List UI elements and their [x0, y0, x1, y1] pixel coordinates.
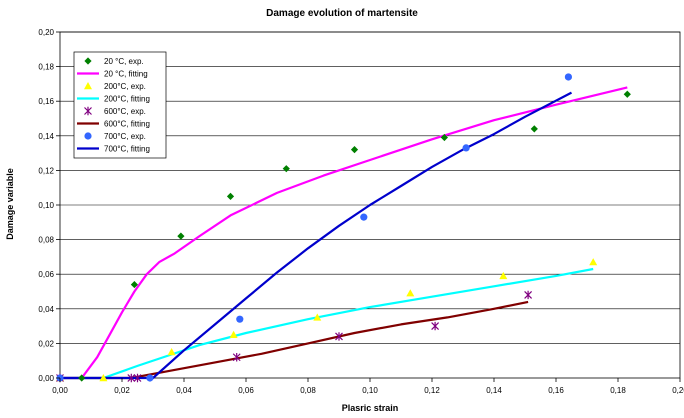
data-point [530, 125, 538, 133]
legend-entry: 700°C, exp. [104, 132, 146, 141]
data-point [431, 321, 440, 331]
x-tick-label: 0,14 [486, 386, 502, 395]
data-point [282, 165, 290, 173]
data-point [99, 374, 108, 382]
series-line [60, 91, 573, 380]
x-tick-label: 0,16 [548, 386, 564, 395]
legend-swatch [84, 57, 92, 65]
data-point [313, 313, 322, 321]
x-tick-label: 0,06 [238, 386, 254, 395]
data-point [335, 332, 343, 341]
legend-entry: 200°C, fitting [104, 95, 150, 104]
legend-swatch [84, 82, 92, 90]
series-line [60, 300, 529, 380]
data-point [236, 315, 244, 323]
legend-entry: 20 °C, fitting [104, 70, 148, 79]
y-tick-label: 0,10 [38, 201, 54, 210]
legend-entry: 600°C, exp. [104, 107, 146, 116]
data-point [350, 146, 359, 154]
y-tick-label: 0,20 [38, 28, 54, 37]
y-tick-label: 0,02 [38, 339, 54, 348]
y-axis-ticks: 0,00 0,02 0,04 0,06 0,08 0,10 0,12 0,14 0,16 0,18… [38, 28, 60, 383]
data-point [226, 192, 235, 200]
legend-swatch [84, 132, 92, 140]
legend-entry: 700°C, fitting [104, 145, 150, 154]
series-line [60, 267, 594, 380]
data-point [564, 73, 573, 81]
y-tick-label: 0,14 [38, 132, 54, 141]
data-point [360, 213, 368, 221]
data-point [167, 348, 176, 356]
data-point [146, 374, 154, 382]
data-point [589, 258, 598, 266]
x-tick-label: 0,12 [424, 386, 440, 395]
legend-swatch [84, 106, 92, 116]
x-tick-label: 0,08 [300, 386, 316, 395]
data-point [623, 90, 631, 98]
y-tick-label: 0,04 [38, 305, 54, 314]
y-tick-label: 0,18 [38, 63, 54, 72]
y-axis-label: Damage variable [5, 168, 15, 240]
y-tick-label: 0,08 [38, 236, 54, 245]
x-tick-label: 0,04 [176, 386, 192, 395]
legend-box [73, 51, 167, 159]
data-point [177, 232, 185, 240]
data-point [406, 289, 415, 297]
chart-title: Damage evolution of martensite [266, 8, 418, 19]
data-point [524, 290, 533, 300]
data-point [232, 353, 241, 362]
data-point [229, 330, 238, 338]
data-point [499, 271, 508, 280]
legend-entry: 200°C, exp. [104, 82, 146, 91]
x-tick-label: 0,02 [114, 386, 130, 395]
x-tick-label: 0,00 [52, 386, 68, 395]
legend-entry: 600°C, fitting [104, 120, 150, 129]
data-point [462, 144, 470, 152]
data-point [78, 374, 86, 382]
legend-entry: 20 °C, exp. [104, 57, 144, 66]
x-axis-ticks: 0,00 0,02 0,04 0,06 0,08 0,10 0,12 0,14 0,16 0,18… [52, 378, 684, 395]
data-point [440, 133, 448, 142]
y-tick-label: 0,00 [38, 374, 54, 383]
x-tick-label: 0,18 [610, 386, 626, 395]
y-tick-label: 0,16 [38, 97, 54, 106]
data-point [130, 280, 138, 289]
y-tick-label: 0,06 [38, 270, 54, 279]
y-tick-label: 0,12 [38, 166, 54, 175]
legend: 20 °C, exp. 20 °C, fitting 200°C, exp. 200°… [73, 51, 167, 159]
data-point [127, 373, 136, 383]
data-point [133, 373, 142, 383]
x-tick-label: 0,20 [672, 386, 684, 395]
x-axis-label: Plasric strain [342, 403, 399, 413]
x-tick-label: 0,10 [362, 386, 378, 395]
